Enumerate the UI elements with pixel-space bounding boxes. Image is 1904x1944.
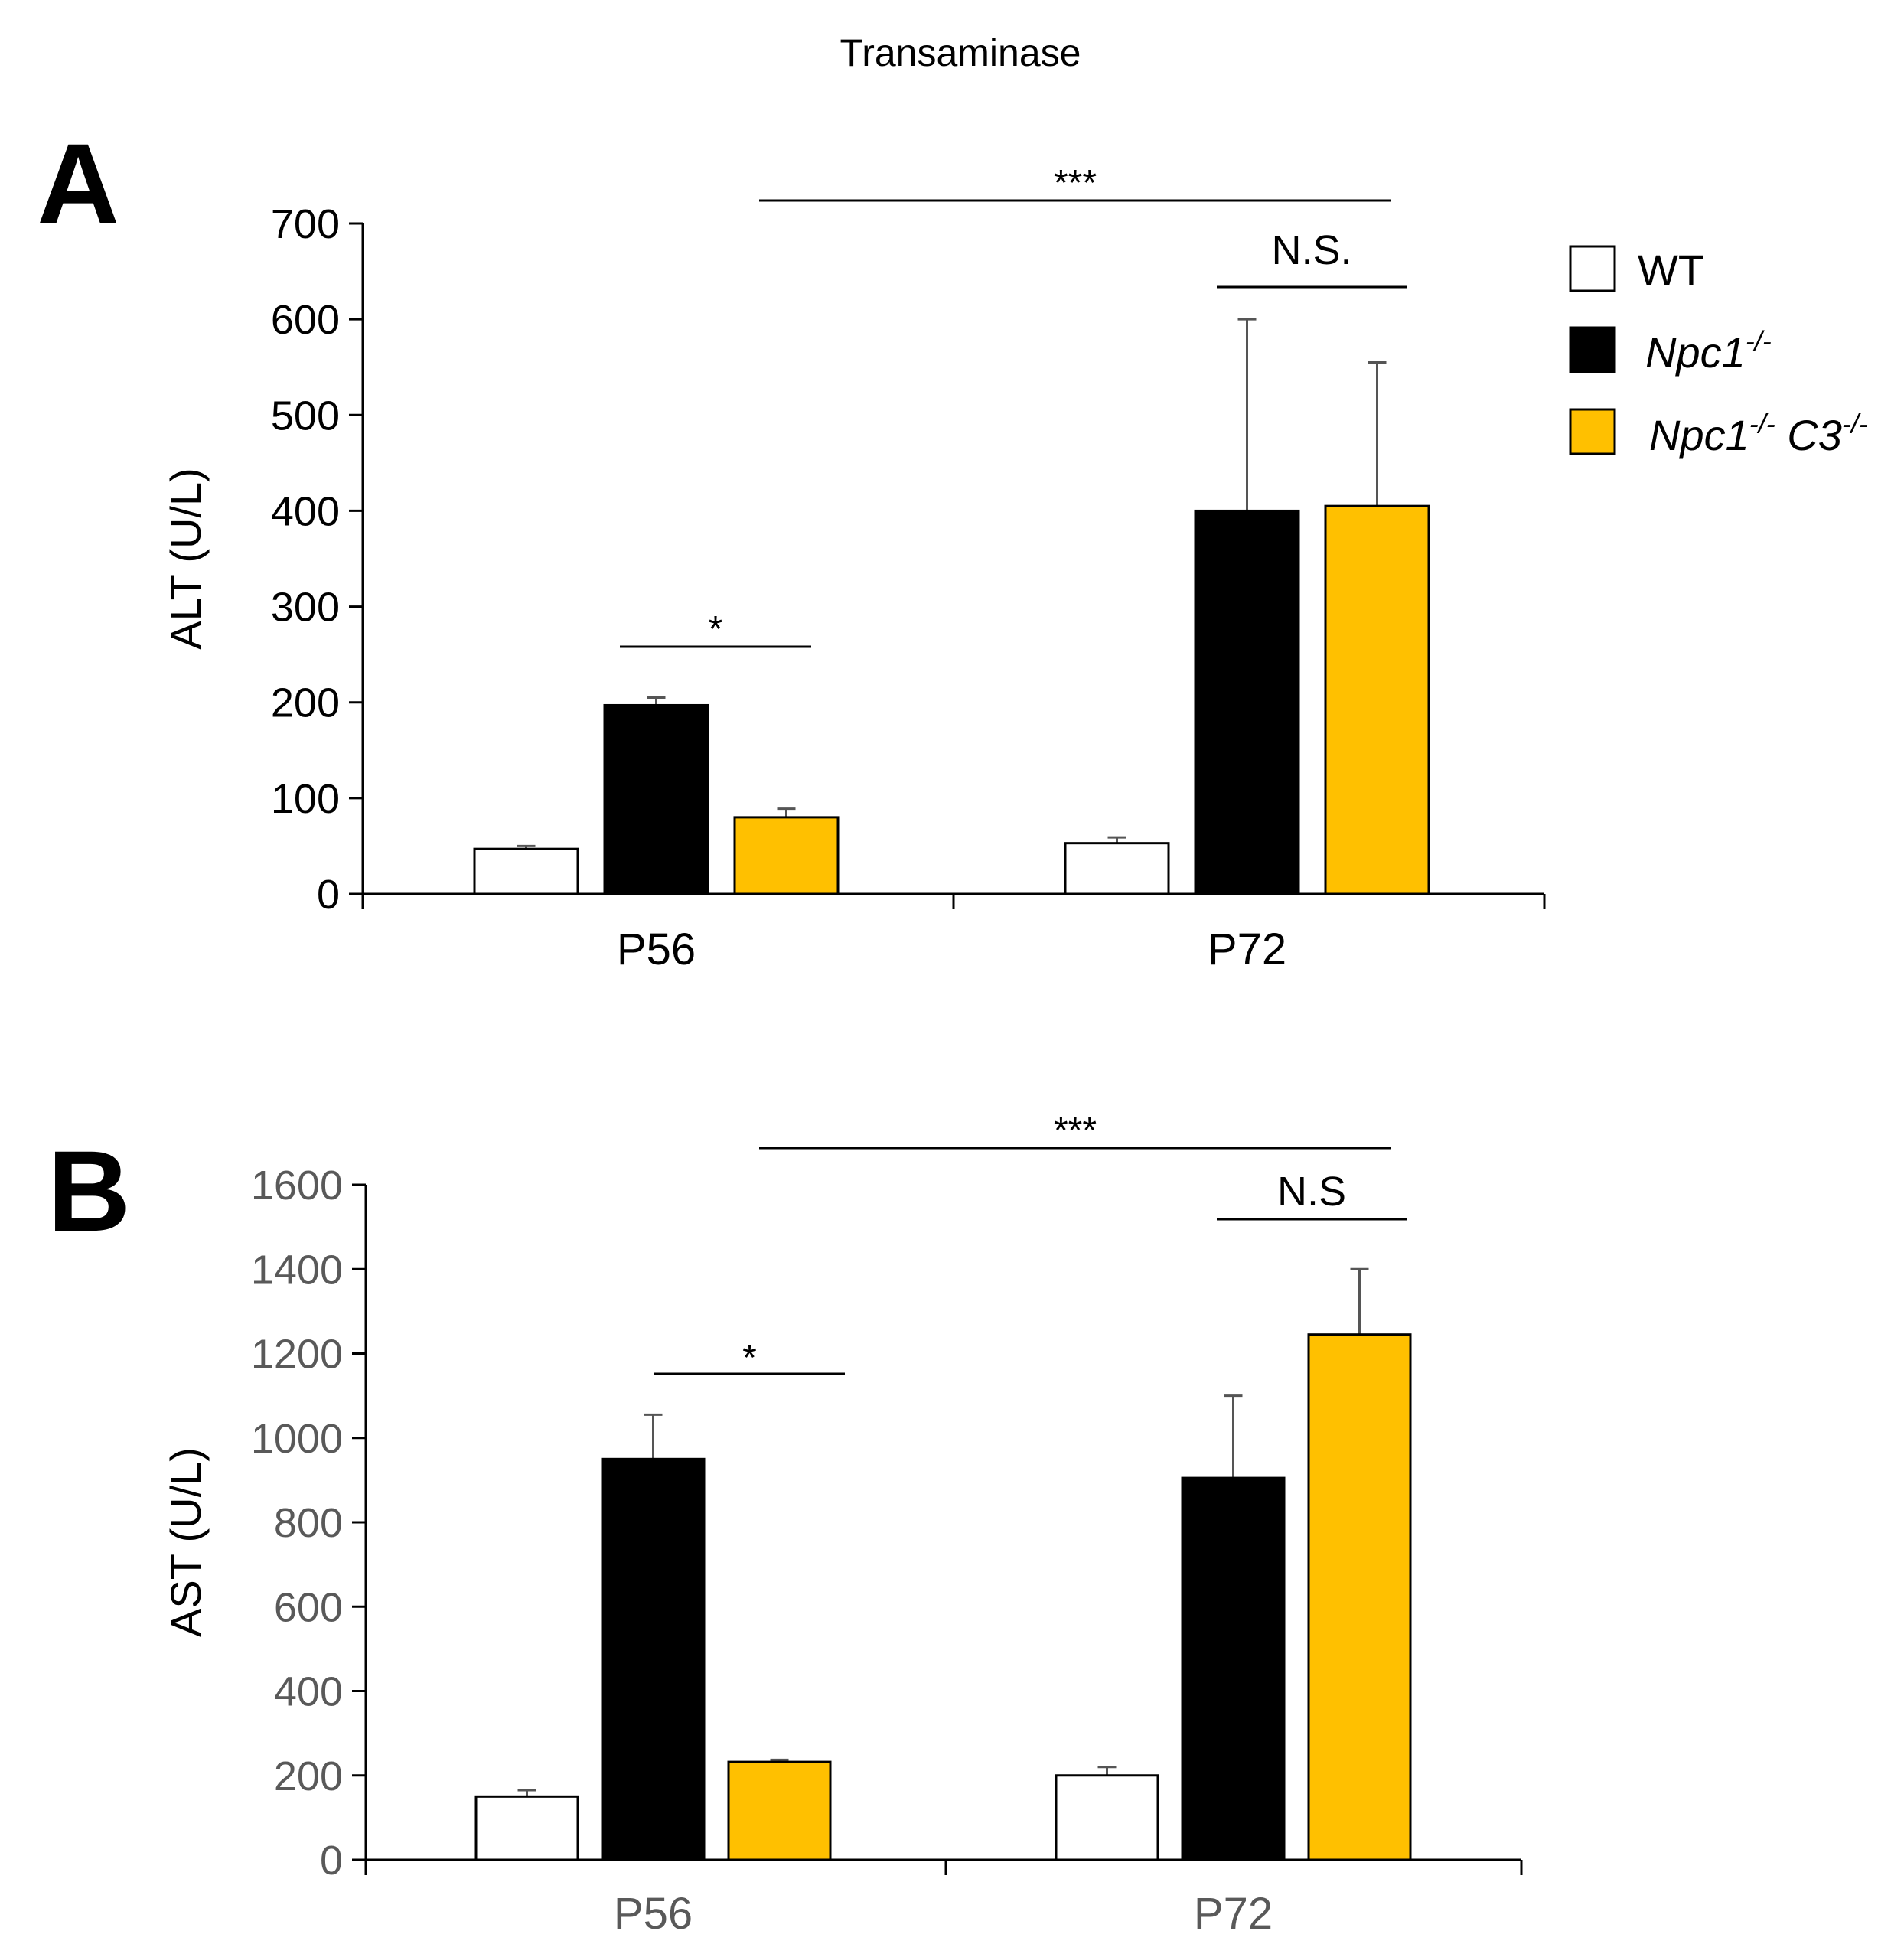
significance-label-b: * xyxy=(742,1338,757,1378)
y-tick-label-a: 500 xyxy=(271,393,340,439)
bar-a-p56-npc1-c3 xyxy=(733,816,840,895)
legend-label-wt: WT xyxy=(1638,246,1704,294)
bar-a-p72-npc1 xyxy=(1194,509,1300,895)
y-tick-label-a: 100 xyxy=(271,776,340,822)
y-tick-label-b: 200 xyxy=(274,1753,343,1799)
legend-swatch-npc1 xyxy=(1569,326,1616,373)
bar-a-p72-wt xyxy=(1064,842,1170,895)
legend-item-npc1-c3: Npc1-/- C3-/- xyxy=(1569,408,1868,459)
y-axis-label-a: ALT (U/L) xyxy=(161,468,210,650)
legend-item-wt: WT xyxy=(1569,245,1704,294)
bar-b-p72-npc1-c3 xyxy=(1307,1333,1412,1861)
x-category-label-a: P56 xyxy=(617,925,696,974)
legend-swatch-npc1-c3 xyxy=(1569,408,1616,455)
y-tick-label-a: 0 xyxy=(317,872,340,918)
x-category-label-b: P72 xyxy=(1194,1889,1273,1939)
y-tick-label-b: 1000 xyxy=(251,1416,343,1462)
y-axis-label-b: AST (U/L) xyxy=(161,1447,210,1637)
significance-label-a: N.S. xyxy=(1271,227,1351,273)
x-category-label-b: P56 xyxy=(614,1889,693,1939)
legend-label-npc1-c3: Npc1-/- C3-/- xyxy=(1649,408,1868,459)
plot-area-a: 0 100 200 300 400 500 600 700 P56 P72 * N.S. *** xyxy=(271,163,1546,974)
figure-title: Transaminase xyxy=(840,31,1081,74)
bar-b-p72-wt xyxy=(1055,1774,1159,1861)
y-tick-label-b: 1200 xyxy=(251,1332,343,1378)
legend: WT Npc1-/- Npc1-/- C3-/- xyxy=(1569,245,1868,459)
y-tick-label-b: 1400 xyxy=(251,1247,343,1293)
significance-label-a: *** xyxy=(1054,163,1097,204)
bar-b-p56-wt xyxy=(474,1795,579,1861)
bar-a-p56-npc1 xyxy=(603,703,709,895)
y-tick-label-b: 0 xyxy=(320,1838,343,1884)
legend-item-npc1: Npc1-/- xyxy=(1569,325,1772,377)
y-tick-label-a: 200 xyxy=(271,680,340,726)
y-tick-label-a: 400 xyxy=(271,488,340,534)
significance-label-a: * xyxy=(709,609,723,650)
y-tick-label-b: 600 xyxy=(274,1584,343,1630)
significance-label-b: N.S xyxy=(1277,1169,1346,1215)
bar-b-p72-npc1 xyxy=(1181,1476,1286,1861)
y-tick-label-b: 400 xyxy=(274,1669,343,1715)
y-tick-label-b: 1600 xyxy=(251,1163,343,1208)
y-tick-label-a: 300 xyxy=(271,585,340,631)
y-tick-label-b: 800 xyxy=(274,1500,343,1546)
significance-label-b: *** xyxy=(1054,1111,1097,1151)
chart-panel-b: B AST (U/L) 0 200 400 600 800 1000 1200 1400 160… xyxy=(47,1111,1523,1939)
bar-a-p56-wt xyxy=(473,847,579,895)
y-tick-label-a: 600 xyxy=(271,297,340,343)
panel-label-a: A xyxy=(37,119,119,248)
bar-b-p56-npc1-c3 xyxy=(727,1760,832,1861)
legend-label-npc1: Npc1-/- xyxy=(1645,325,1772,377)
plot-area-b: 0 200 400 600 800 1000 1200 1400 1600 P56 P72 * N.S *… xyxy=(251,1111,1523,1939)
chart-panel-a: A ALT (U/L) 0 100 200 300 400 500 600 700 P56 P72… xyxy=(37,119,1546,974)
bar-b-p56-npc1 xyxy=(601,1457,706,1861)
x-category-label-a: P72 xyxy=(1208,925,1286,974)
y-tick-label-a: 700 xyxy=(271,201,340,247)
bar-a-p72-npc1-c3 xyxy=(1324,504,1430,895)
legend-swatch-wt xyxy=(1569,245,1616,292)
panel-label-b: B xyxy=(47,1127,130,1255)
